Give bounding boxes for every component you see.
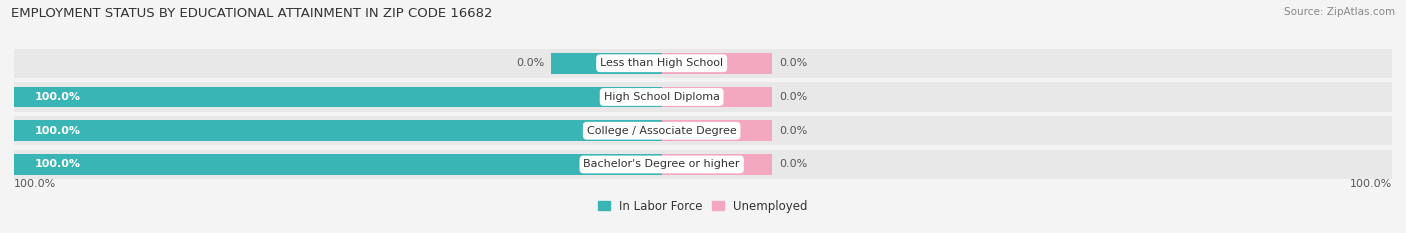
Text: 100.0%: 100.0% [35, 126, 80, 136]
Text: 100.0%: 100.0% [1350, 179, 1392, 189]
Bar [14, 120, 662, 141]
Text: 100.0%: 100.0% [14, 179, 56, 189]
Legend: In Labor Force, Unemployed: In Labor Force, Unemployed [598, 200, 808, 213]
Bar [14, 48, 1392, 78]
Bar [551, 53, 662, 74]
Bar [551, 120, 662, 141]
Bar [662, 154, 772, 175]
Text: 100.0%: 100.0% [35, 159, 80, 169]
Bar [14, 82, 1392, 112]
Bar [14, 154, 662, 175]
Bar [551, 154, 662, 175]
Text: 0.0%: 0.0% [516, 58, 544, 68]
Text: Bachelor's Degree or higher: Bachelor's Degree or higher [583, 159, 740, 169]
Bar [662, 53, 772, 74]
Bar [551, 86, 662, 107]
Text: Source: ZipAtlas.com: Source: ZipAtlas.com [1284, 7, 1395, 17]
Text: Less than High School: Less than High School [600, 58, 723, 68]
Text: 0.0%: 0.0% [779, 58, 807, 68]
Text: 0.0%: 0.0% [779, 92, 807, 102]
Text: High School Diploma: High School Diploma [603, 92, 720, 102]
Text: 100.0%: 100.0% [35, 92, 80, 102]
Bar [662, 120, 772, 141]
Bar [14, 116, 1392, 145]
Bar [14, 86, 662, 107]
Bar [662, 86, 772, 107]
Text: EMPLOYMENT STATUS BY EDUCATIONAL ATTAINMENT IN ZIP CODE 16682: EMPLOYMENT STATUS BY EDUCATIONAL ATTAINM… [11, 7, 492, 20]
Text: College / Associate Degree: College / Associate Degree [586, 126, 737, 136]
Text: 0.0%: 0.0% [779, 126, 807, 136]
Bar [14, 150, 1392, 179]
Text: 0.0%: 0.0% [779, 159, 807, 169]
